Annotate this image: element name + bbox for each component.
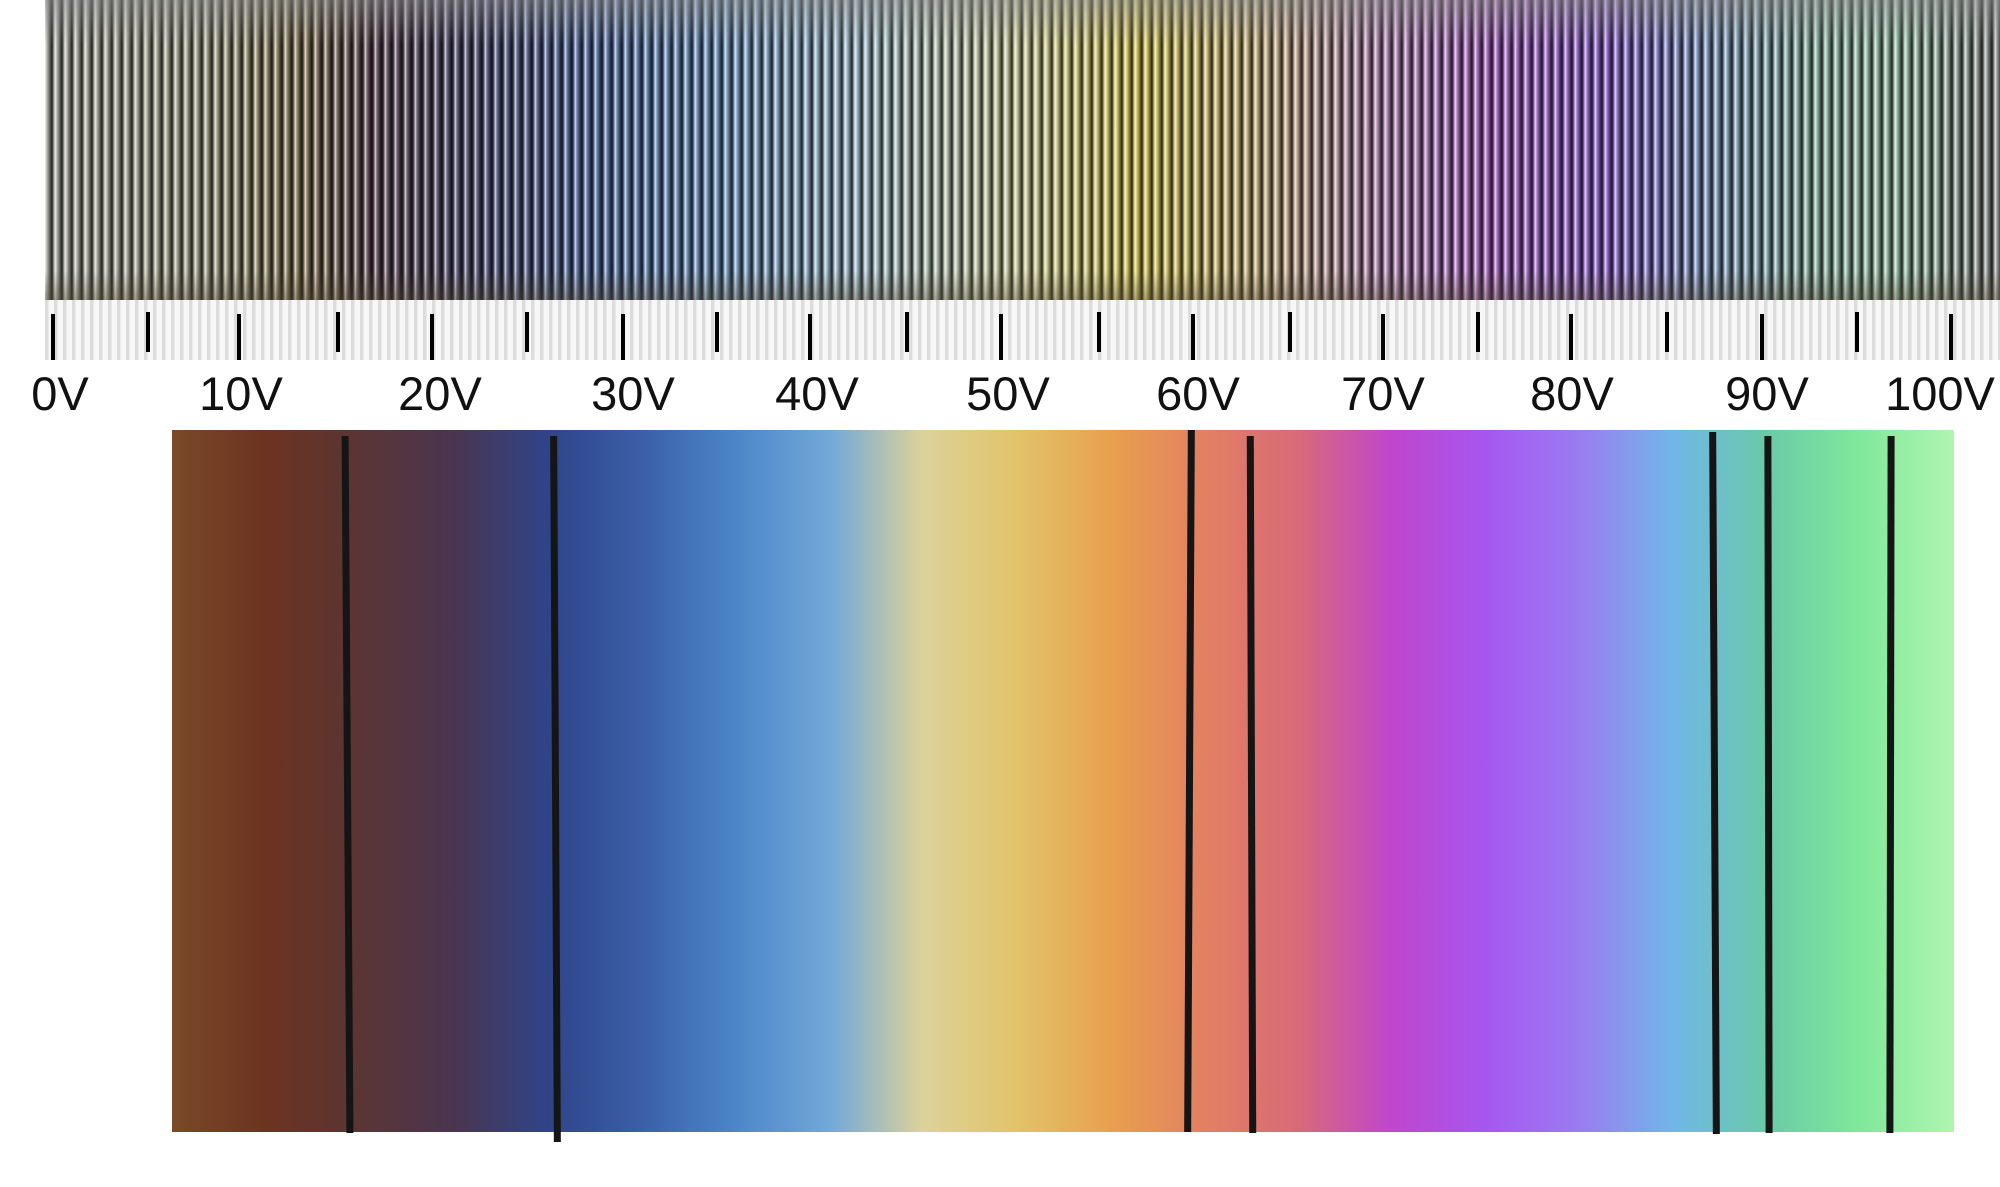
major-tick	[1569, 314, 1573, 360]
scale-label: 30V	[591, 367, 675, 420]
minor-tick	[905, 312, 909, 352]
color-gradient-band	[172, 430, 1954, 1132]
scale-label: 90V	[1725, 367, 1809, 420]
scale-label: 40V	[775, 367, 859, 420]
boundary-line	[1764, 435, 1773, 1134]
scale-label: 20V	[398, 367, 482, 420]
major-tick	[1381, 314, 1385, 360]
minor-tick	[1476, 312, 1480, 352]
scale-label: 100V	[1885, 367, 1995, 420]
scale-label: 10V	[199, 367, 283, 420]
ruler-comb	[45, 300, 2000, 360]
major-tick	[237, 314, 241, 360]
anodized-titanium-photo	[45, 0, 2000, 300]
major-tick	[51, 314, 55, 360]
major-tick	[1949, 314, 1953, 360]
minor-tick	[525, 312, 529, 352]
major-tick	[1760, 314, 1764, 360]
minor-tick	[146, 312, 150, 352]
major-tick	[621, 314, 625, 360]
minor-tick	[1665, 312, 1669, 352]
scale-label: 60V	[1156, 367, 1240, 420]
scale-label: 70V	[1341, 367, 1425, 420]
minor-tick	[1288, 312, 1292, 352]
major-tick	[999, 314, 1003, 360]
minor-tick	[1097, 312, 1101, 352]
photo-shading	[45, 0, 2000, 300]
boundary-line	[1886, 435, 1895, 1134]
major-tick	[1191, 314, 1195, 360]
minor-tick	[715, 312, 719, 352]
scale-label: 80V	[1530, 367, 1614, 420]
scale-label: 50V	[966, 367, 1050, 420]
minor-tick	[336, 312, 340, 352]
major-tick	[430, 314, 434, 360]
scale-label: 0V	[31, 367, 89, 420]
minor-tick	[1855, 312, 1859, 352]
major-tick	[808, 314, 812, 360]
